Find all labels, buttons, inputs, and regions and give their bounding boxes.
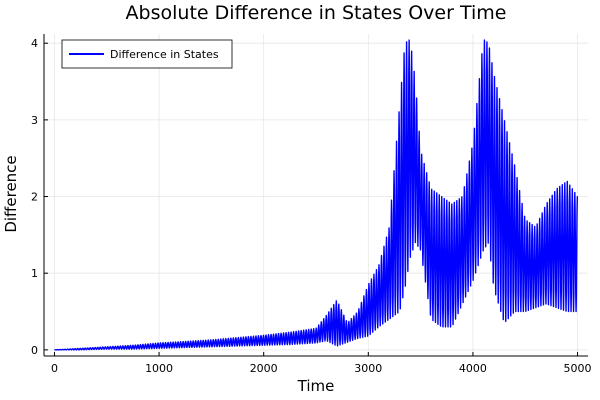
tick-labels: 0 1000 2000 3000 4000 5000 0 1 2 3 4 [31, 37, 592, 375]
y-axis-title: Difference [2, 155, 20, 232]
y-tick-label: 2 [31, 191, 38, 204]
legend: Difference in States [61, 39, 233, 69]
axes [43, 34, 588, 357]
y-tick-label: 3 [31, 114, 38, 127]
x-tick-label: 1000 [145, 362, 173, 375]
x-tick-label: 3000 [354, 362, 382, 375]
x-tick-label: 0 [51, 362, 58, 375]
y-tick-label: 1 [31, 267, 38, 280]
series-line-0 [54, 39, 579, 351]
x-tick-label: 2000 [250, 362, 278, 375]
x-tick-label: 5000 [564, 362, 592, 375]
series-layer [54, 39, 579, 351]
y-tick-label: 0 [31, 344, 38, 357]
chart-title: Absolute Difference in States Over Time [126, 2, 507, 24]
x-axis-title: Time [297, 377, 335, 395]
x-tick-label: 4000 [459, 362, 487, 375]
legend-label: Difference in States [110, 48, 219, 61]
y-tick-label: 4 [31, 37, 38, 50]
